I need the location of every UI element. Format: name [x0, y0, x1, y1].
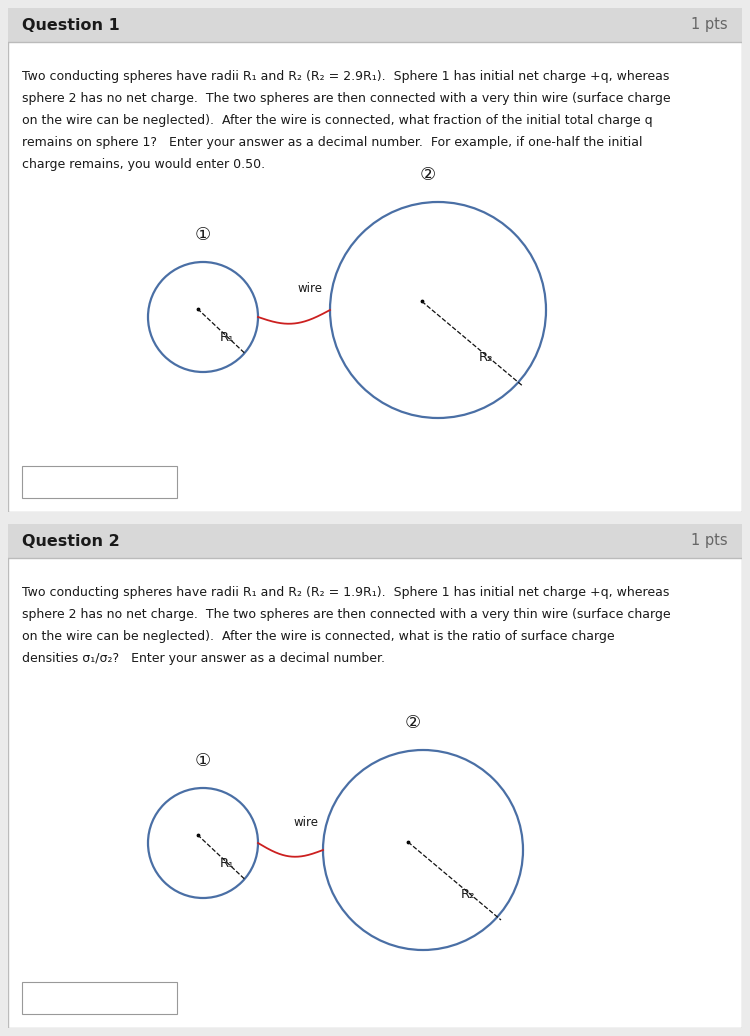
Bar — [8, 524, 742, 558]
Text: on the wire can be neglected).  After the wire is connected, what is the ratio o: on the wire can be neglected). After the… — [22, 630, 615, 643]
Text: charge remains, you would enter 0.50.: charge remains, you would enter 0.50. — [22, 159, 266, 171]
Text: wire: wire — [294, 815, 319, 829]
Bar — [22, 466, 177, 498]
Text: sphere 2 has no net charge.  The two spheres are then connected with a very thin: sphere 2 has no net charge. The two sphe… — [22, 92, 670, 105]
Text: 1 pts: 1 pts — [692, 534, 728, 548]
Text: on the wire can be neglected).  After the wire is connected, what fraction of th: on the wire can be neglected). After the… — [22, 114, 652, 127]
Text: Question 2: Question 2 — [22, 534, 120, 548]
Bar — [8, 8, 742, 42]
Text: 1 pts: 1 pts — [692, 18, 728, 32]
Text: sphere 2 has no net charge.  The two spheres are then connected with a very thin: sphere 2 has no net charge. The two sphe… — [22, 608, 670, 621]
Text: Question 1: Question 1 — [22, 18, 120, 32]
Text: remains on sphere 1?   Enter your answer as a decimal number.  For example, if o: remains on sphere 1? Enter your answer a… — [22, 136, 643, 149]
Text: R₂: R₂ — [461, 888, 476, 901]
Text: R₂: R₂ — [479, 351, 494, 364]
Text: R₁: R₁ — [220, 857, 234, 870]
Bar — [22, 982, 177, 1014]
Text: ②: ② — [405, 714, 421, 732]
Text: densities σ₁/σ₂?   Enter your answer as a decimal number.: densities σ₁/σ₂? Enter your answer as a … — [22, 652, 385, 665]
Text: wire: wire — [298, 283, 322, 295]
Text: Two conducting spheres have radii R₁ and R₂ (R₂ = 1.9R₁).  Sphere 1 has initial : Two conducting spheres have radii R₁ and… — [22, 586, 669, 599]
Text: Two conducting spheres have radii R₁ and R₂ (R₂ = 2.9R₁).  Sphere 1 has initial : Two conducting spheres have radii R₁ and… — [22, 70, 669, 83]
Text: ①: ① — [195, 752, 211, 770]
Text: R₁: R₁ — [220, 330, 234, 344]
Text: ②: ② — [419, 166, 435, 184]
Text: ①: ① — [195, 226, 211, 244]
